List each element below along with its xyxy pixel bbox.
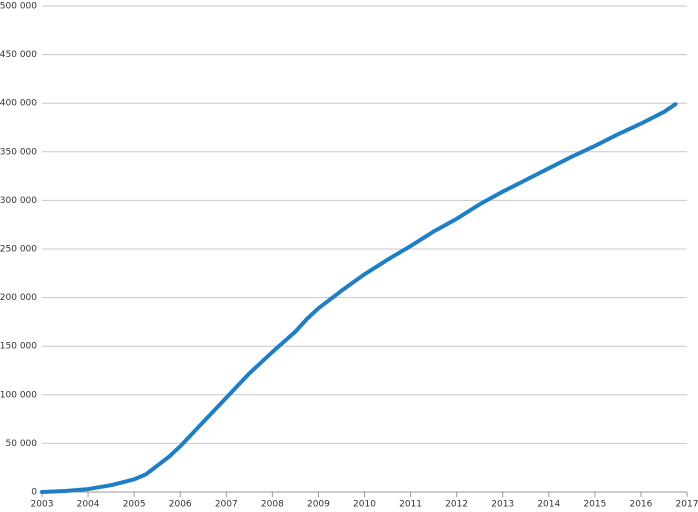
y-tick-label: 50 000 (6, 439, 38, 449)
x-tick-label: 2003 (31, 500, 54, 510)
y-tick-label: 200 000 (0, 293, 37, 303)
x-tick-label: 2012 (445, 500, 468, 510)
x-tick-label: 2011 (399, 500, 422, 510)
x-tick-label: 2008 (261, 500, 284, 510)
x-tick-label: 2006 (169, 500, 192, 510)
y-tick-label: 250 000 (0, 245, 37, 255)
y-tick-label: 100 000 (0, 390, 37, 400)
x-tick-label: 2009 (307, 500, 330, 510)
y-tick-label: 400 000 (0, 99, 37, 109)
x-tick-label: 2015 (583, 500, 606, 510)
x-tick-label: 2014 (537, 500, 560, 510)
y-tick-label: 500 000 (0, 2, 37, 12)
y-tick-label: 300 000 (0, 196, 37, 206)
x-tick-label: 2010 (353, 500, 376, 510)
x-tick-label: 2005 (123, 500, 146, 510)
x-tick-label: 2004 (77, 500, 100, 510)
y-tick-label: 450 000 (0, 50, 37, 60)
x-tick-label: 2017 (676, 500, 698, 510)
line-series (40, 102, 678, 494)
x-tick-label: 2007 (215, 500, 238, 510)
x-tick-label: 2013 (491, 500, 514, 510)
x-tick-label: 2016 (629, 500, 652, 510)
y-tick-label: 350 000 (0, 147, 37, 157)
y-tick-label: 150 000 (0, 342, 37, 352)
y-tick-label: 0 (31, 488, 37, 498)
